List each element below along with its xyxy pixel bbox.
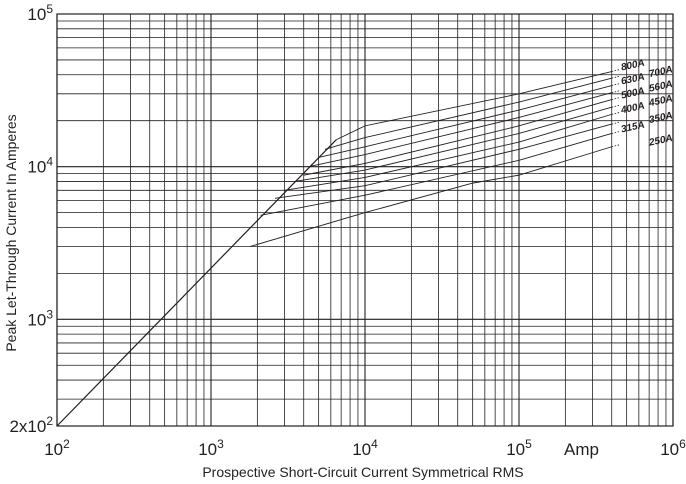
series-label-400A: 400A <box>619 101 646 117</box>
x-unit-label: Amp <box>564 440 599 459</box>
series-leader-560A <box>611 90 620 94</box>
series-leader-250A <box>611 144 620 148</box>
series-label-700A: 700A <box>648 64 674 80</box>
x-tick-label: 105 <box>506 437 532 459</box>
series-leader-315A <box>611 131 620 134</box>
series-leader-350A <box>611 121 620 125</box>
series-line-350A <box>274 123 612 199</box>
series-lines <box>56 69 620 427</box>
series-leader-400A <box>611 111 620 115</box>
series-label-450A: 450A <box>647 93 674 109</box>
series-label-800A: 800A <box>620 58 646 74</box>
y-tick-label: 105 <box>27 2 53 24</box>
series-label-560A: 560A <box>648 79 674 95</box>
series-line-800A <box>335 71 612 141</box>
x-axis-tick-labels: 102 103 104 105 106 <box>44 437 686 459</box>
y-tick-label: 104 <box>27 155 53 177</box>
y-axis-tick-labels: 2x102 103 104 105 <box>9 2 53 436</box>
y-tick-label: 103 <box>27 307 53 329</box>
series-line-630A <box>318 85 612 158</box>
series-leader-700A <box>611 75 620 79</box>
series-leader-500A <box>611 97 620 100</box>
x-tick-label: 106 <box>660 437 686 459</box>
series-label-250A: 250A <box>647 133 674 149</box>
x-tick-label: 102 <box>44 437 70 459</box>
plot-frame <box>56 13 674 427</box>
series-leader-630A <box>611 83 620 86</box>
prospective-current-line <box>56 139 337 427</box>
series-line-560A <box>308 92 612 168</box>
series-label-630A: 630A <box>620 72 646 88</box>
series-line-315A <box>260 133 612 216</box>
x-tick-label: 104 <box>352 437 378 459</box>
x-tick-label: 103 <box>198 437 224 459</box>
series-line-500A <box>303 99 612 176</box>
y-tick-label: 2x102 <box>9 414 53 436</box>
series-line-700A <box>324 77 612 150</box>
series-label-315A: 315A <box>620 120 646 136</box>
series-label-500A: 500A <box>620 86 646 102</box>
series-line-450A <box>294 106 612 182</box>
series-leader-800A <box>611 69 620 72</box>
x-axis-label: Prospective Short-Circuit Current Symmet… <box>202 464 523 480</box>
series-leader-450A <box>611 104 620 108</box>
series-line-250A <box>250 146 612 247</box>
y-axis-label: Peak Let-Through Current In Amperes <box>3 114 19 351</box>
series-label-350A: 350A <box>648 110 674 126</box>
series-line-400A <box>284 113 612 191</box>
